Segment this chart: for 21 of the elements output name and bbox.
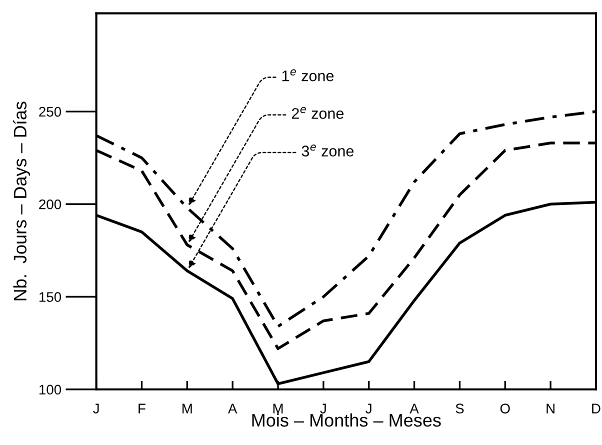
annotation: 1$^{e}$ zone — [282, 69, 334, 82]
x-tick-label: J — [320, 404, 326, 414]
y-tick-label: 150 — [39, 292, 62, 302]
x-tick-label: A — [410, 404, 419, 414]
x-tick-label: O — [500, 404, 510, 414]
y-tick-label: 200 — [39, 199, 62, 210]
x-tick-label: A — [228, 404, 238, 414]
y-axis-title: Nb. Jours – Days – Días — [13, 102, 30, 300]
x-tick-label: S — [456, 404, 464, 414]
annotation: 3$^{e}$ zone — [302, 144, 354, 156]
x-tick-label: M — [182, 404, 192, 414]
annotation: 2$^{e}$ zone — [292, 106, 344, 119]
x-tick-label: N — [546, 404, 554, 414]
x-tick-label: J — [93, 404, 99, 414]
x-tick-label: F — [138, 404, 146, 414]
x-tick-label: M — [273, 404, 283, 414]
y-tick-label: 100 — [39, 384, 62, 395]
x-tick-label: J — [366, 404, 372, 414]
x-tick-label: D — [592, 404, 600, 414]
y-tick-label: 250 — [39, 106, 62, 117]
x-axis-title: Mois – Months – Meses — [252, 413, 441, 427]
